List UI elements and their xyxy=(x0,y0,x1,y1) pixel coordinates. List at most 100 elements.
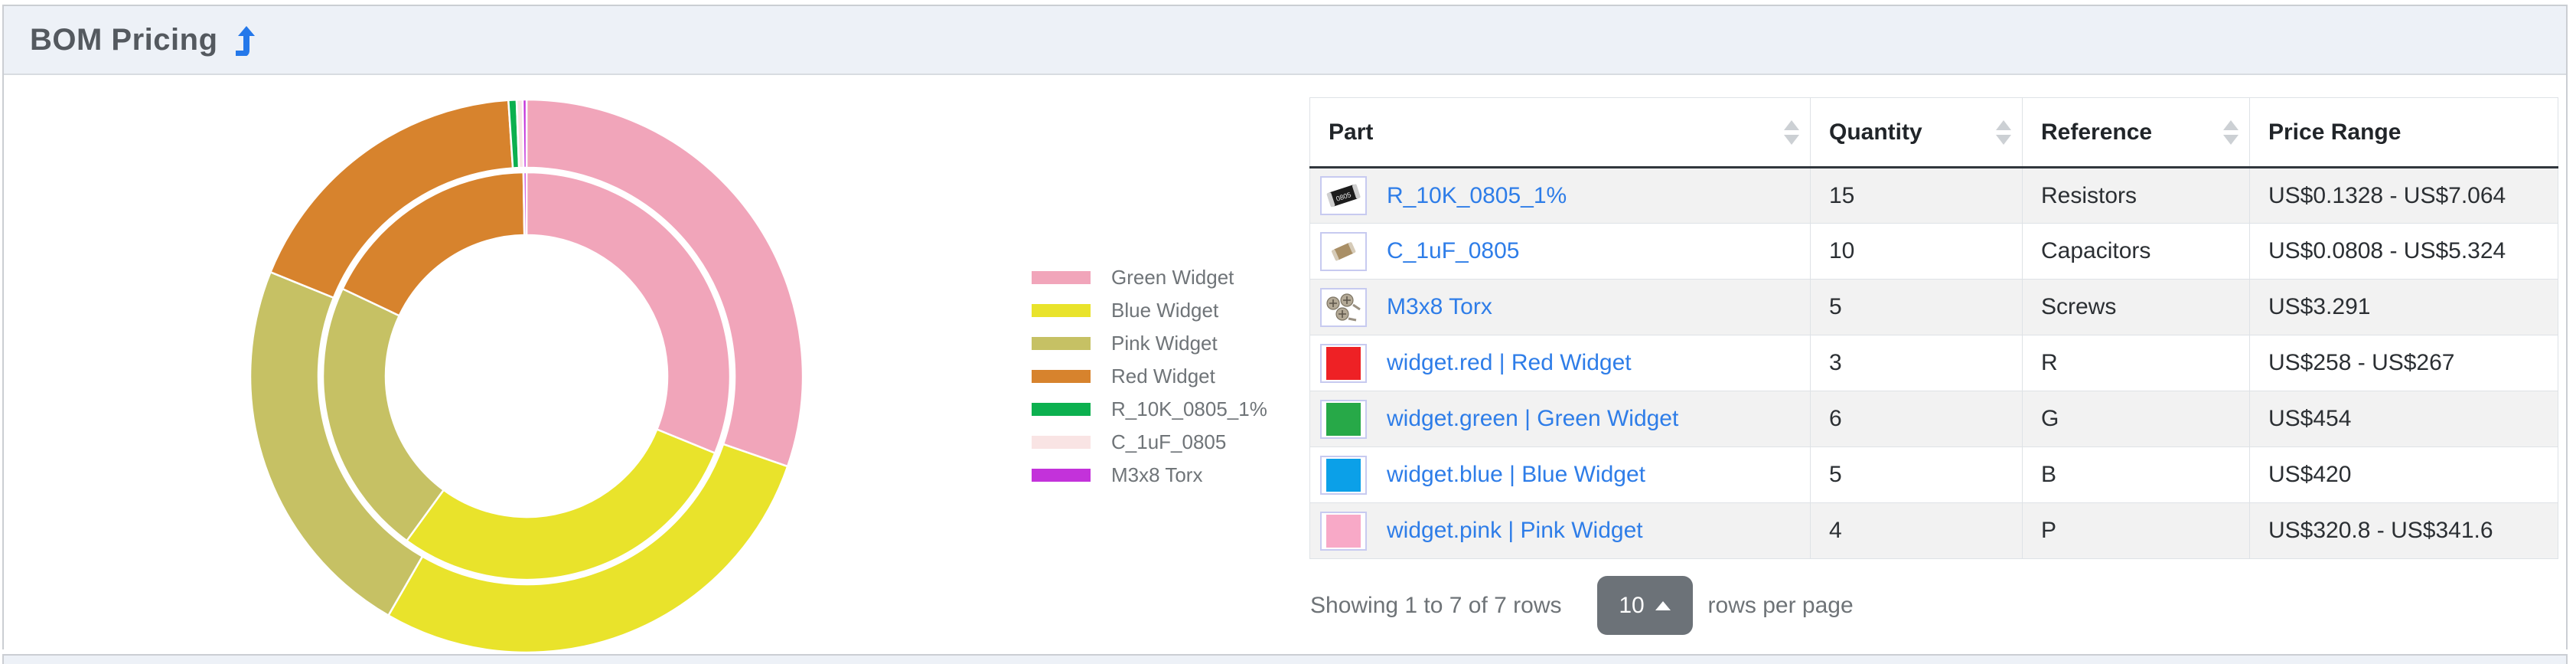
part-link[interactable]: C_1uF_0805 xyxy=(1387,238,1520,263)
part-link[interactable]: widget.green | Green Widget xyxy=(1387,406,1679,431)
price-range-cell: US$454 xyxy=(2249,391,2558,447)
reference-cell: Screws xyxy=(2022,279,2250,335)
reference-cell: P xyxy=(2022,502,2250,559)
table-row: widget.red | Red Widget 3 R US$258 - US$267 xyxy=(1309,335,2558,391)
legend-label: R_10K_0805_1% xyxy=(1111,397,1267,420)
bom-table-head: Part Quantity Reference Price Range xyxy=(1309,97,2558,168)
price-range-cell: US$0.0808 - US$5.324 xyxy=(2249,223,2558,280)
sort-icon[interactable] xyxy=(2223,119,2239,145)
part-cell: widget.pink | Pink Widget xyxy=(1309,502,1811,559)
sort-icon[interactable] xyxy=(1784,119,1799,145)
quantity-cell: 4 xyxy=(1810,502,2023,559)
legend-label: Red Widget xyxy=(1111,365,1215,388)
part-thumbnail-swatch xyxy=(1320,399,1367,439)
reference-cell: R xyxy=(2022,335,2250,391)
legend-swatch-icon xyxy=(1032,271,1091,284)
donut-slice-outer-max-price-blue-widget xyxy=(386,443,789,654)
legend-label: Green Widget xyxy=(1111,266,1234,289)
legend-item-pink-widget[interactable]: Pink Widget xyxy=(1032,327,1267,360)
next-section-header-strip xyxy=(2,654,2568,664)
column-header-reference[interactable]: Reference xyxy=(2022,97,2250,168)
bom-pricing-card: BOM Pricing Green Widget Blue Widget Pink … xyxy=(2,5,2568,654)
reference-cell: G xyxy=(2022,391,2250,447)
part-link[interactable]: R_10K_0805_1% xyxy=(1387,182,1567,208)
page-size-dropdown[interactable]: 10 xyxy=(1596,576,1693,635)
table-row: M3x8 Torx 5 Screws US$3.291 xyxy=(1309,279,2558,335)
part-cell: widget.blue | Blue Widget xyxy=(1309,446,1811,503)
quantity-cell: 5 xyxy=(1810,446,2023,503)
price-range-cell: US$0.1328 - US$7.064 xyxy=(2249,167,2558,224)
card-header: BOM Pricing xyxy=(4,6,2566,75)
part-cell: widget.green | Green Widget xyxy=(1309,391,1811,447)
donut-slice-inner-min-price-m3x8-torx xyxy=(522,171,528,237)
column-header-part[interactable]: Part xyxy=(1309,97,1811,168)
legend-label: Pink Widget xyxy=(1111,332,1218,355)
reference-cell: B xyxy=(2022,446,2250,503)
donut-slice-inner-min-price-pink-widget xyxy=(321,287,445,542)
legend-swatch-icon xyxy=(1032,403,1091,416)
sort-icon[interactable] xyxy=(1996,119,2011,145)
donut-slice-outer-max-price-m3x8-torx xyxy=(521,98,528,169)
part-thumbnail-screws xyxy=(1320,287,1367,327)
legend-label: M3x8 Torx xyxy=(1111,463,1203,486)
column-header-label: Reference xyxy=(2041,119,2153,145)
pagination-summary: Showing 1 to 7 of 7 rows xyxy=(1310,592,1562,618)
quantity-cell: 15 xyxy=(1810,167,2023,224)
table-row: widget.blue | Blue Widget 5 B US$420 xyxy=(1309,446,2558,503)
legend-item-m3x8-torx[interactable]: M3x8 Torx xyxy=(1032,459,1267,492)
part-thumbnail-resistor: 0805 xyxy=(1320,176,1367,215)
legend-item-blue-widget[interactable]: Blue Widget xyxy=(1032,294,1267,327)
donut-slice-inner-min-price-blue-widget xyxy=(405,427,716,581)
legend-label: Blue Widget xyxy=(1111,299,1219,322)
column-header-quantity[interactable]: Quantity xyxy=(1810,97,2023,168)
table-row: widget.green | Green Widget 6 G US$454 xyxy=(1309,391,2558,447)
legend-swatch-icon xyxy=(1032,436,1091,449)
donut-slice-inner-min-price-green-widget xyxy=(525,171,732,455)
turn-up-arrow-icon[interactable] xyxy=(232,24,256,56)
price-range-cell: US$3.291 xyxy=(2249,279,2558,335)
part-link[interactable]: widget.red | Red Widget xyxy=(1387,350,1632,375)
quantity-cell: 5 xyxy=(1810,279,2023,335)
part-link[interactable]: widget.blue | Blue Widget xyxy=(1387,462,1645,487)
column-header-label: Part xyxy=(1329,119,1374,145)
part-cell: M3x8 Torx xyxy=(1309,279,1811,335)
table-row: widget.pink | Pink Widget 4 P US$320.8 - US… xyxy=(1309,502,2558,559)
caret-up-icon xyxy=(1655,600,1671,610)
part-thumbnail-swatch xyxy=(1320,455,1367,495)
bom-table: Part Quantity Reference Price Range 0805 R_1… xyxy=(1309,97,2558,559)
reference-cell: Capacitors xyxy=(2022,223,2250,280)
pagination-bar: Showing 1 to 7 of 7 rows 10 rows per pag… xyxy=(1310,576,1854,635)
donut-slice-outer-max-price-green-widget xyxy=(525,98,804,468)
part-link[interactable]: widget.pink | Pink Widget xyxy=(1387,518,1643,543)
legend-swatch-icon xyxy=(1032,304,1091,317)
legend-swatch-icon xyxy=(1032,370,1091,383)
chart-legend: Green Widget Blue Widget Pink Widget Red Wi… xyxy=(1032,261,1267,492)
part-link[interactable]: M3x8 Torx xyxy=(1387,294,1492,319)
column-header-price-range: Price Range xyxy=(2249,97,2558,168)
table-row: 0805 R_10K_0805_1% 15 Resistors US$0.1328 - … xyxy=(1309,167,2558,224)
part-thumbnail-capacitor xyxy=(1320,231,1367,271)
legend-item-r-10k-0805-1-[interactable]: R_10K_0805_1% xyxy=(1032,393,1267,426)
part-cell: 0805 R_10K_0805_1% xyxy=(1309,167,1811,224)
legend-item-c-1uf-0805[interactable]: C_1uF_0805 xyxy=(1032,426,1267,459)
legend-swatch-icon xyxy=(1032,469,1091,482)
quantity-cell: 3 xyxy=(1810,335,2023,391)
bom-table-body: 0805 R_10K_0805_1% 15 Resistors US$0.1328 - … xyxy=(1309,167,2558,559)
legend-item-red-widget[interactable]: Red Widget xyxy=(1032,360,1267,393)
quantity-cell: 10 xyxy=(1810,223,2023,280)
legend-swatch-icon xyxy=(1032,337,1091,350)
bom-pricing-donut-chart xyxy=(249,98,804,654)
part-cell: widget.red | Red Widget xyxy=(1309,335,1811,391)
part-thumbnail-swatch xyxy=(1320,343,1367,383)
price-range-cell: US$320.8 - US$341.6 xyxy=(2249,502,2558,559)
part-cell: C_1uF_0805 xyxy=(1309,223,1811,280)
quantity-cell: 6 xyxy=(1810,391,2023,447)
price-range-cell: US$420 xyxy=(2249,446,2558,503)
legend-item-green-widget[interactable]: Green Widget xyxy=(1032,261,1267,294)
page-size-value: 10 xyxy=(1619,592,1645,618)
table-row: C_1uF_0805 10 Capacitors US$0.0808 - US$5.3… xyxy=(1309,223,2558,280)
reference-cell: Resistors xyxy=(2022,167,2250,224)
page-title: BOM Pricing xyxy=(30,22,218,57)
price-range-cell: US$258 - US$267 xyxy=(2249,335,2558,391)
